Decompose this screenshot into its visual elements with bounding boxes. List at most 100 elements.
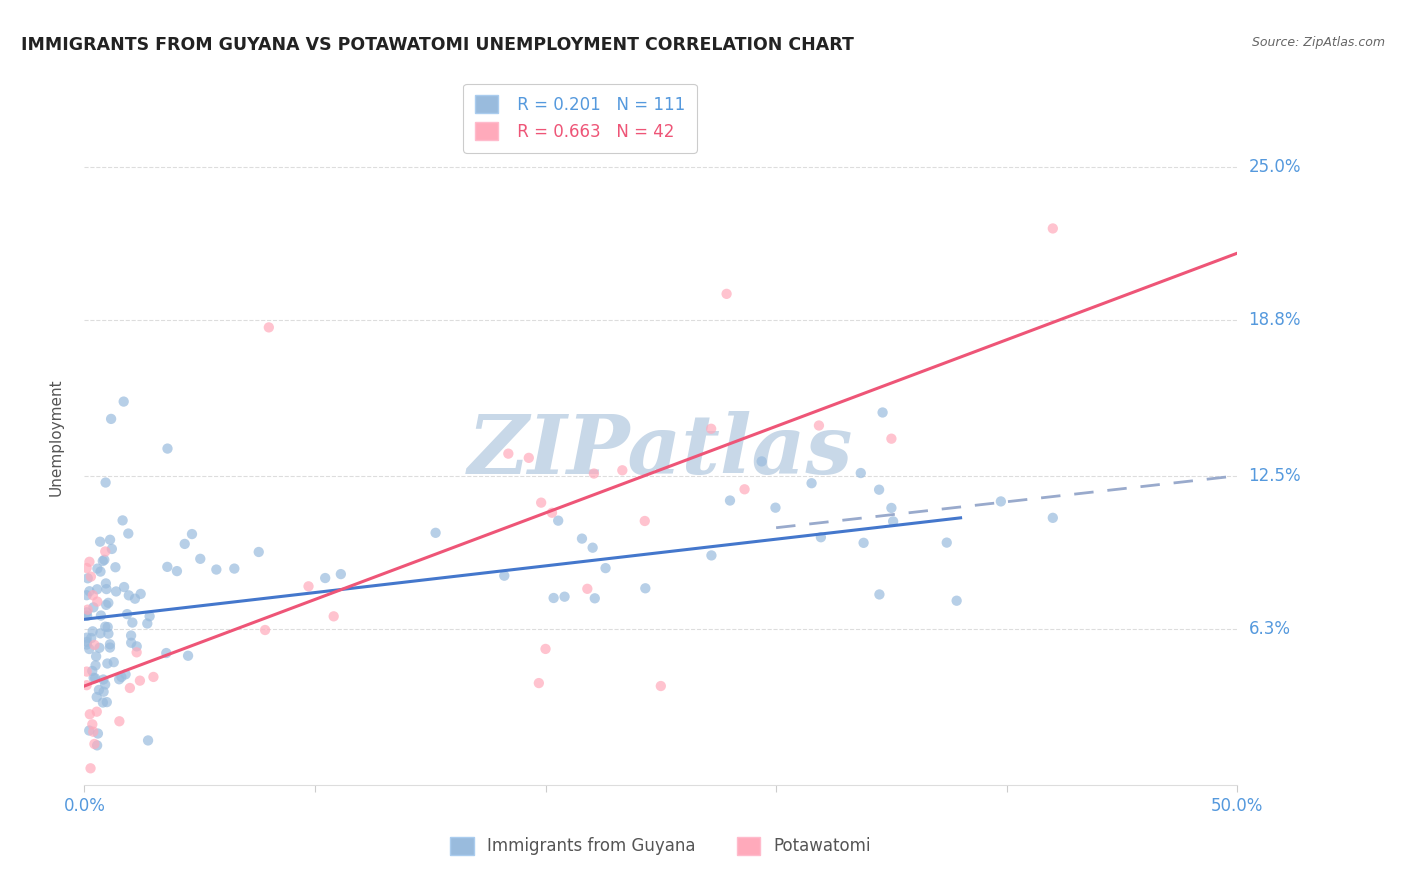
Point bbox=[80, 631, 103, 645]
Point bbox=[583, 591, 606, 606]
Text: 25.0%: 25.0% bbox=[1249, 158, 1301, 176]
Point bbox=[297, 579, 319, 593]
Point bbox=[582, 467, 605, 481]
Point bbox=[79, 584, 101, 599]
Point bbox=[156, 442, 179, 456]
Point bbox=[582, 541, 605, 555]
Point bbox=[121, 615, 143, 630]
Point bbox=[90, 608, 112, 623]
Point bbox=[700, 549, 723, 563]
Point bbox=[173, 537, 195, 551]
Point bbox=[76, 631, 98, 645]
Point bbox=[100, 412, 122, 426]
Point bbox=[82, 600, 104, 615]
Point bbox=[111, 513, 134, 527]
Point bbox=[882, 514, 904, 528]
Point bbox=[94, 475, 117, 490]
Point bbox=[155, 646, 177, 660]
Point bbox=[541, 506, 564, 520]
Point bbox=[224, 561, 246, 575]
Point bbox=[810, 530, 832, 544]
Point bbox=[76, 571, 98, 585]
Point bbox=[118, 681, 141, 695]
Point bbox=[108, 673, 131, 687]
Point bbox=[98, 637, 121, 651]
Point bbox=[84, 658, 107, 673]
Point bbox=[82, 624, 104, 639]
Point bbox=[96, 582, 118, 596]
Point bbox=[79, 707, 101, 722]
Point bbox=[117, 526, 139, 541]
Point bbox=[86, 594, 108, 608]
Point bbox=[82, 724, 104, 739]
Point bbox=[84, 671, 107, 685]
Point bbox=[734, 483, 756, 497]
Point bbox=[93, 553, 115, 567]
Point bbox=[76, 635, 98, 649]
Point bbox=[89, 640, 111, 655]
Point bbox=[880, 432, 903, 446]
Point bbox=[80, 569, 103, 583]
Point bbox=[79, 642, 101, 657]
Point bbox=[84, 649, 107, 664]
Point bbox=[97, 620, 120, 634]
Point bbox=[82, 588, 104, 602]
Point bbox=[800, 476, 823, 491]
Point bbox=[108, 714, 131, 729]
Point bbox=[177, 648, 200, 663]
Point bbox=[77, 723, 100, 738]
Point bbox=[76, 665, 98, 679]
Point bbox=[156, 560, 179, 574]
Point bbox=[849, 466, 872, 480]
Point bbox=[89, 534, 111, 549]
Point bbox=[765, 500, 787, 515]
Point bbox=[110, 670, 132, 684]
Point bbox=[554, 590, 576, 604]
Point bbox=[534, 641, 557, 656]
Point bbox=[751, 454, 773, 468]
Point bbox=[96, 598, 118, 612]
Point bbox=[97, 596, 120, 610]
Point bbox=[329, 567, 352, 582]
Point bbox=[94, 544, 117, 558]
Point bbox=[97, 626, 120, 640]
Point bbox=[718, 493, 741, 508]
Point bbox=[120, 636, 142, 650]
Point bbox=[94, 677, 117, 691]
Point bbox=[94, 576, 117, 591]
Point bbox=[322, 609, 344, 624]
Point bbox=[595, 561, 617, 575]
Point bbox=[125, 645, 148, 659]
Point bbox=[498, 447, 520, 461]
Point bbox=[83, 671, 105, 685]
Point bbox=[76, 606, 98, 620]
Point bbox=[935, 535, 957, 549]
Point bbox=[129, 587, 152, 601]
Point bbox=[142, 670, 165, 684]
Point bbox=[494, 568, 516, 582]
Point bbox=[205, 563, 228, 577]
Point bbox=[530, 496, 553, 510]
Point bbox=[82, 664, 104, 678]
Legend: Immigrants from Guyana, Potawatomi: Immigrants from Guyana, Potawatomi bbox=[439, 825, 883, 867]
Point bbox=[129, 673, 152, 688]
Point bbox=[86, 690, 108, 704]
Text: Source: ZipAtlas.com: Source: ZipAtlas.com bbox=[1251, 36, 1385, 49]
Point bbox=[700, 422, 723, 436]
Point bbox=[94, 620, 117, 634]
Point bbox=[89, 565, 111, 579]
Text: ZIPatlas: ZIPatlas bbox=[468, 411, 853, 491]
Point bbox=[87, 726, 110, 740]
Point bbox=[807, 418, 830, 433]
Point bbox=[103, 655, 125, 669]
Point bbox=[124, 591, 146, 606]
Point bbox=[83, 638, 105, 652]
Point bbox=[314, 571, 336, 585]
Text: 12.5%: 12.5% bbox=[1249, 467, 1301, 484]
Point bbox=[634, 582, 657, 596]
Point bbox=[91, 696, 114, 710]
Point bbox=[257, 320, 280, 334]
Point bbox=[83, 737, 105, 751]
Point bbox=[89, 626, 111, 640]
Point bbox=[112, 580, 135, 594]
